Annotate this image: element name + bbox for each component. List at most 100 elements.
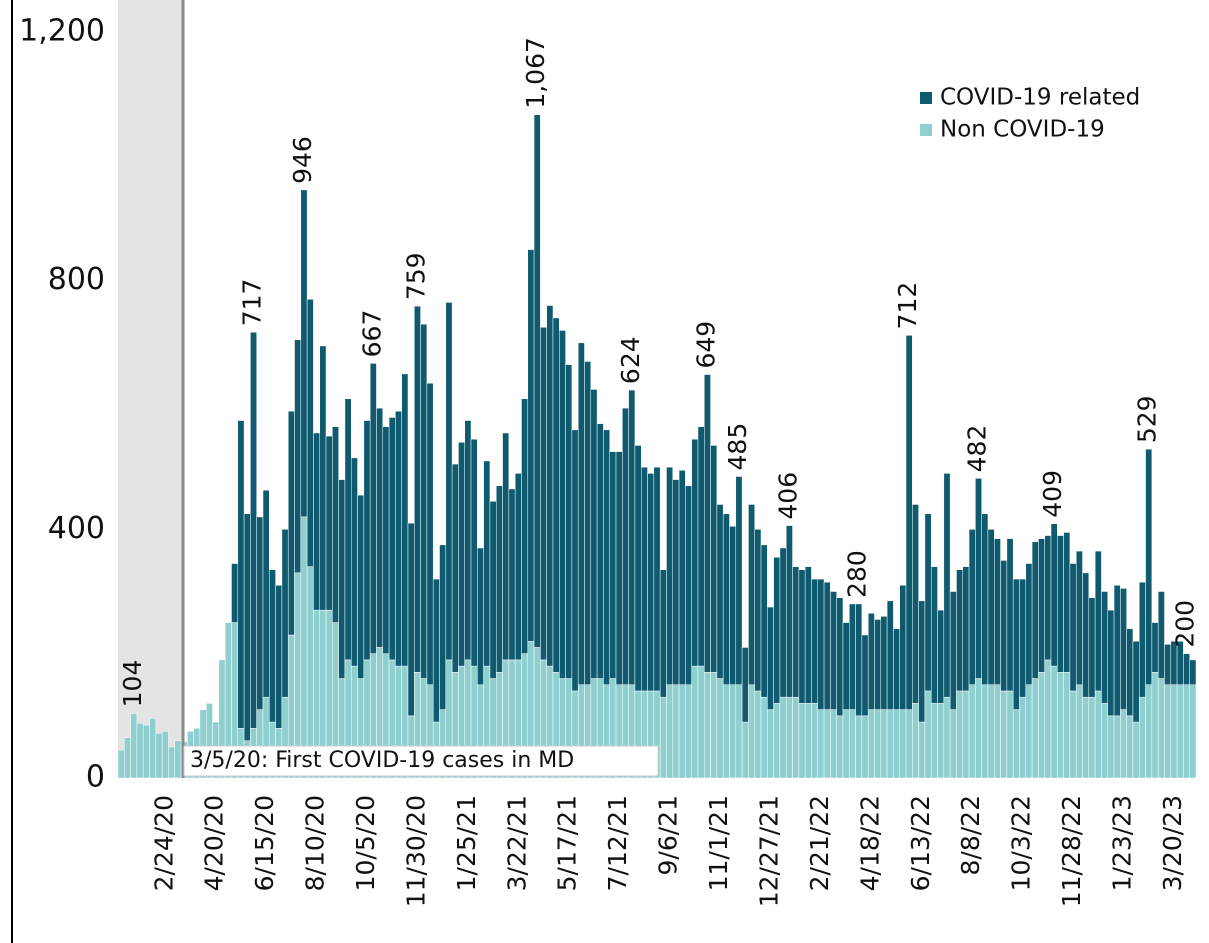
bar-segment [149, 718, 157, 779]
bar-segment [1082, 572, 1090, 698]
y-tick-label: 400 [48, 511, 105, 546]
bar-segment [741, 721, 749, 779]
legend-swatch [920, 124, 932, 136]
bar-segment [1025, 684, 1033, 779]
bar-segment [804, 566, 812, 704]
bar-segment [1019, 578, 1027, 698]
bar-segment [275, 585, 283, 729]
bar-segment [981, 684, 989, 779]
bar-segment [937, 703, 945, 779]
bar-segment [168, 746, 175, 779]
bar-segment [1176, 684, 1184, 779]
peak-label: 485 [723, 423, 752, 471]
x-tick-label: 6/15/20 [250, 795, 279, 891]
bar-segment [672, 684, 680, 779]
bar-segment [231, 563, 239, 623]
bar-segment [142, 724, 150, 779]
x-tick-label: 11/28/22 [1057, 795, 1086, 907]
bar-segment [811, 578, 819, 704]
bar-segment [861, 634, 869, 717]
bar-segment [937, 609, 945, 704]
bar-segment [1057, 672, 1064, 779]
bar-segment [704, 374, 711, 673]
bar-segment [830, 591, 837, 710]
bar-segment [325, 435, 333, 611]
bar-segment [666, 684, 674, 779]
bar-segment [136, 723, 144, 779]
bar-segment [533, 114, 541, 648]
bar-segment [1006, 538, 1014, 692]
annotation-box [183, 745, 659, 777]
bar-segment [1120, 588, 1127, 710]
bar-segment [376, 407, 384, 648]
bar-segment [420, 323, 428, 679]
bar-segment [287, 410, 295, 636]
annotation: 3/5/20: First COVID-19 cases in MD [190, 748, 574, 773]
x-tick-label: 4/18/22 [855, 795, 884, 891]
bar-segment [483, 460, 491, 667]
bar-segment [748, 504, 755, 686]
bar-segment [445, 302, 453, 661]
bar-segment [987, 684, 995, 779]
legend-label: COVID-19 related [940, 85, 1140, 111]
bar-segment [956, 569, 963, 692]
bar-segment [559, 330, 566, 679]
bar-segment [773, 557, 781, 704]
peak-label: 759 [401, 252, 430, 300]
bar-segment [666, 466, 674, 685]
bar-segment [640, 466, 648, 692]
x-tick-label: 3/20/23 [1158, 795, 1187, 891]
peak-label: 1,067 [521, 37, 550, 109]
bar-segment [300, 516, 308, 779]
bar-segment [477, 547, 484, 685]
bar-segment [155, 732, 163, 779]
bar-segment [1063, 532, 1071, 673]
bar-segment [924, 690, 932, 779]
bar-segment [760, 696, 768, 779]
bar-segment [918, 721, 926, 779]
bar-segment [552, 317, 560, 673]
bar-segment [735, 476, 743, 685]
x-tick-label: 8/10/20 [301, 795, 330, 891]
peak-label: 280 [843, 550, 872, 598]
bar-segment [319, 345, 327, 611]
bar-segment [792, 696, 800, 779]
bar-segment [243, 513, 251, 741]
bar-segment [565, 364, 573, 679]
bar-segment [414, 305, 421, 673]
bar-segment [704, 672, 711, 779]
bar-segment [874, 709, 882, 779]
bar-segment [1113, 585, 1121, 717]
peak-label: 717 [238, 279, 267, 327]
bar-segment [1139, 581, 1146, 698]
peak-label: 482 [963, 425, 992, 473]
bar-segment [905, 335, 913, 710]
bar-segment [237, 420, 245, 729]
legend-label: Non COVID-19 [940, 117, 1105, 143]
bar-segment [1107, 609, 1115, 717]
bar-segment [577, 342, 585, 685]
bar-segment [130, 713, 138, 779]
pre-covid-shade [118, 0, 183, 778]
bar-segment [1145, 448, 1153, 685]
x-tick-label: 11/1/21 [704, 795, 733, 891]
bar-segment [767, 709, 774, 779]
bar-segment [1189, 684, 1197, 779]
bar-segment [994, 538, 1001, 685]
bar-segment [1151, 672, 1159, 779]
bar-segment [1012, 709, 1020, 779]
bar-segment [798, 569, 806, 704]
bar-segment [760, 544, 768, 698]
y-tick-label: 1,200 [19, 14, 105, 49]
bar-segment [458, 442, 465, 667]
bar-segment [1145, 684, 1153, 779]
bar-segment [754, 690, 762, 779]
bar-segment [426, 382, 434, 685]
bar-segment [1107, 715, 1115, 779]
bar-segment [508, 488, 516, 661]
bar-segment [615, 451, 623, 685]
x-tick-label: 2/24/20 [149, 795, 178, 891]
bar-segment [975, 478, 982, 679]
bar-segment [1069, 690, 1077, 779]
